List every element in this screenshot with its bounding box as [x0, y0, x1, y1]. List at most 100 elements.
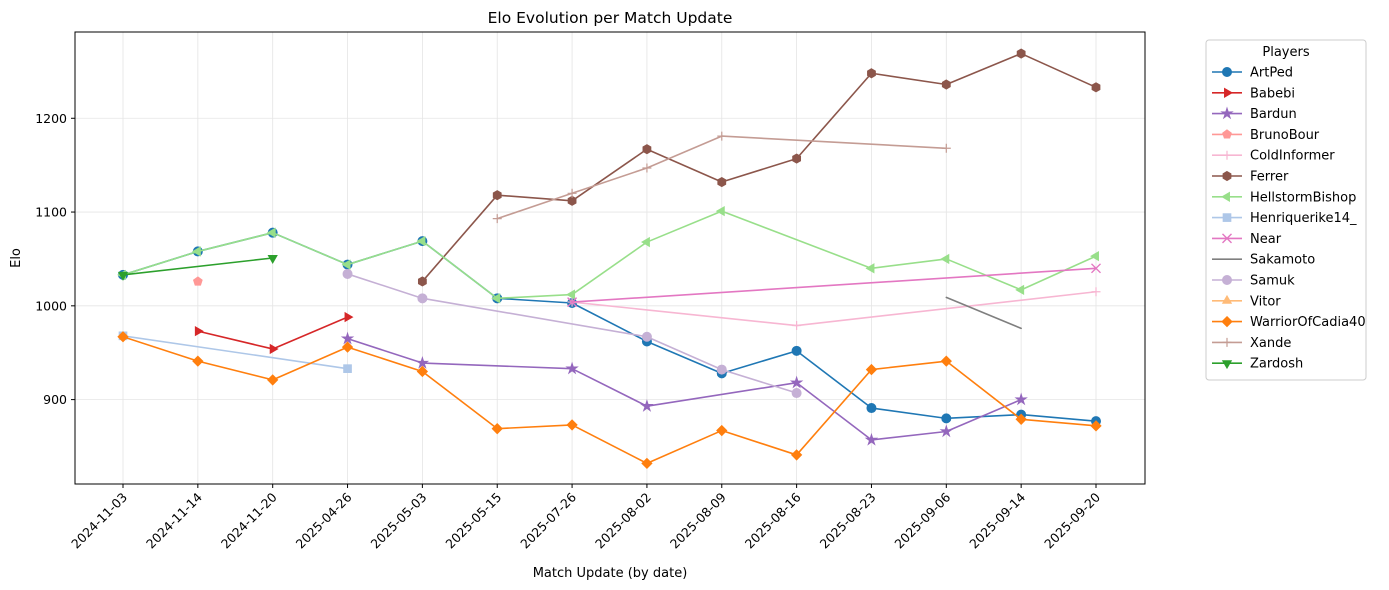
marker: [417, 276, 427, 287]
marker: [940, 253, 950, 265]
marker: [791, 345, 802, 356]
legend-box: [1205, 39, 1367, 381]
marker: [792, 153, 802, 164]
marker: [1222, 233, 1232, 244]
line-segment: [721, 368, 797, 394]
marker: [640, 399, 654, 412]
marker: [939, 424, 954, 438]
line-segment: [646, 148, 723, 183]
marker: [716, 424, 728, 437]
legend-label: Samuk: [1250, 274, 1295, 289]
y-tick-label: 1200: [35, 111, 67, 126]
line-segment: [946, 52, 1022, 86]
marker: [343, 364, 352, 373]
marker: [1091, 287, 1101, 297]
line-segment: [571, 424, 648, 465]
marker: [717, 176, 727, 188]
marker: [941, 413, 952, 424]
legend-label: Henriquerike14_: [1250, 211, 1357, 226]
line-segment: [796, 350, 872, 409]
marker: [940, 355, 952, 367]
marker: [1222, 150, 1232, 160]
line-segment: [571, 167, 648, 195]
marker: [864, 432, 879, 446]
line-segment: [871, 258, 947, 270]
series: [117, 331, 1102, 470]
marker: [1015, 413, 1027, 425]
marker: [266, 227, 276, 238]
series: [117, 255, 278, 281]
marker: [1220, 106, 1234, 120]
series: [417, 48, 1101, 287]
line-segment: [721, 157, 797, 183]
marker: [1090, 250, 1099, 262]
marker: [716, 364, 727, 375]
marker: [642, 144, 652, 155]
line-segment: [946, 296, 1022, 330]
line-segment: [1021, 418, 1097, 427]
marker: [267, 255, 278, 264]
marker: [567, 188, 577, 198]
marker: [1091, 82, 1101, 93]
line-segment: [646, 381, 797, 407]
legend-label: HellstormBishop: [1250, 190, 1356, 205]
line-segment: [646, 336, 723, 371]
line-segment: [497, 194, 573, 202]
marker: [641, 331, 652, 342]
plot-area: [117, 48, 1102, 470]
line-segment: [796, 369, 873, 456]
marker: [866, 403, 877, 414]
line-segment: [721, 429, 797, 456]
chart-title: Elo Evolution per Match Update: [488, 9, 733, 27]
line-segment: [347, 273, 423, 300]
line-segment: [347, 240, 423, 266]
marker: [1222, 129, 1232, 139]
legend-label: Near: [1250, 232, 1282, 247]
line-segment: [122, 250, 199, 276]
line-segment: [496, 192, 573, 220]
line-segment: [796, 72, 873, 160]
marker: [1221, 191, 1230, 202]
line-segment: [421, 194, 498, 282]
marker: [565, 361, 579, 375]
series: [340, 331, 1028, 446]
line-segment: [945, 398, 1022, 433]
marker: [117, 331, 129, 343]
marker: [1222, 213, 1232, 222]
point: [1020, 327, 1022, 330]
legend-label: ColdInformer: [1250, 149, 1335, 164]
marker: [1222, 275, 1232, 285]
line-segment: [721, 350, 797, 375]
legend-label: Babebi: [1250, 86, 1295, 101]
line-segment: [422, 362, 573, 370]
line-segment: [1020, 52, 1097, 89]
legend-label: Xande: [1250, 336, 1291, 351]
marker: [192, 276, 203, 286]
line-segment: [571, 301, 797, 327]
line-segment: [571, 241, 648, 296]
line-segment: [347, 337, 423, 364]
series: [342, 268, 802, 399]
line-segment: [871, 360, 947, 371]
line-segment: [272, 231, 348, 266]
axes-frame: [74, 31, 1146, 485]
line-segment: [122, 336, 199, 362]
legend-label: ArtPed: [1250, 66, 1293, 81]
point: [945, 296, 948, 299]
line-segment: [272, 346, 348, 381]
line-segment: [422, 297, 648, 338]
marker: [492, 190, 502, 201]
marker: [641, 457, 653, 470]
line-segment: [945, 360, 1022, 420]
marker: [344, 311, 354, 323]
marker: [341, 341, 354, 353]
marker: [267, 374, 279, 386]
legend-label: Sakamoto: [1250, 253, 1315, 268]
line-segment: [871, 407, 947, 420]
line-segment: [871, 72, 947, 86]
marker: [1221, 315, 1233, 328]
marker: [1091, 263, 1101, 274]
line-segment: [572, 267, 1097, 303]
